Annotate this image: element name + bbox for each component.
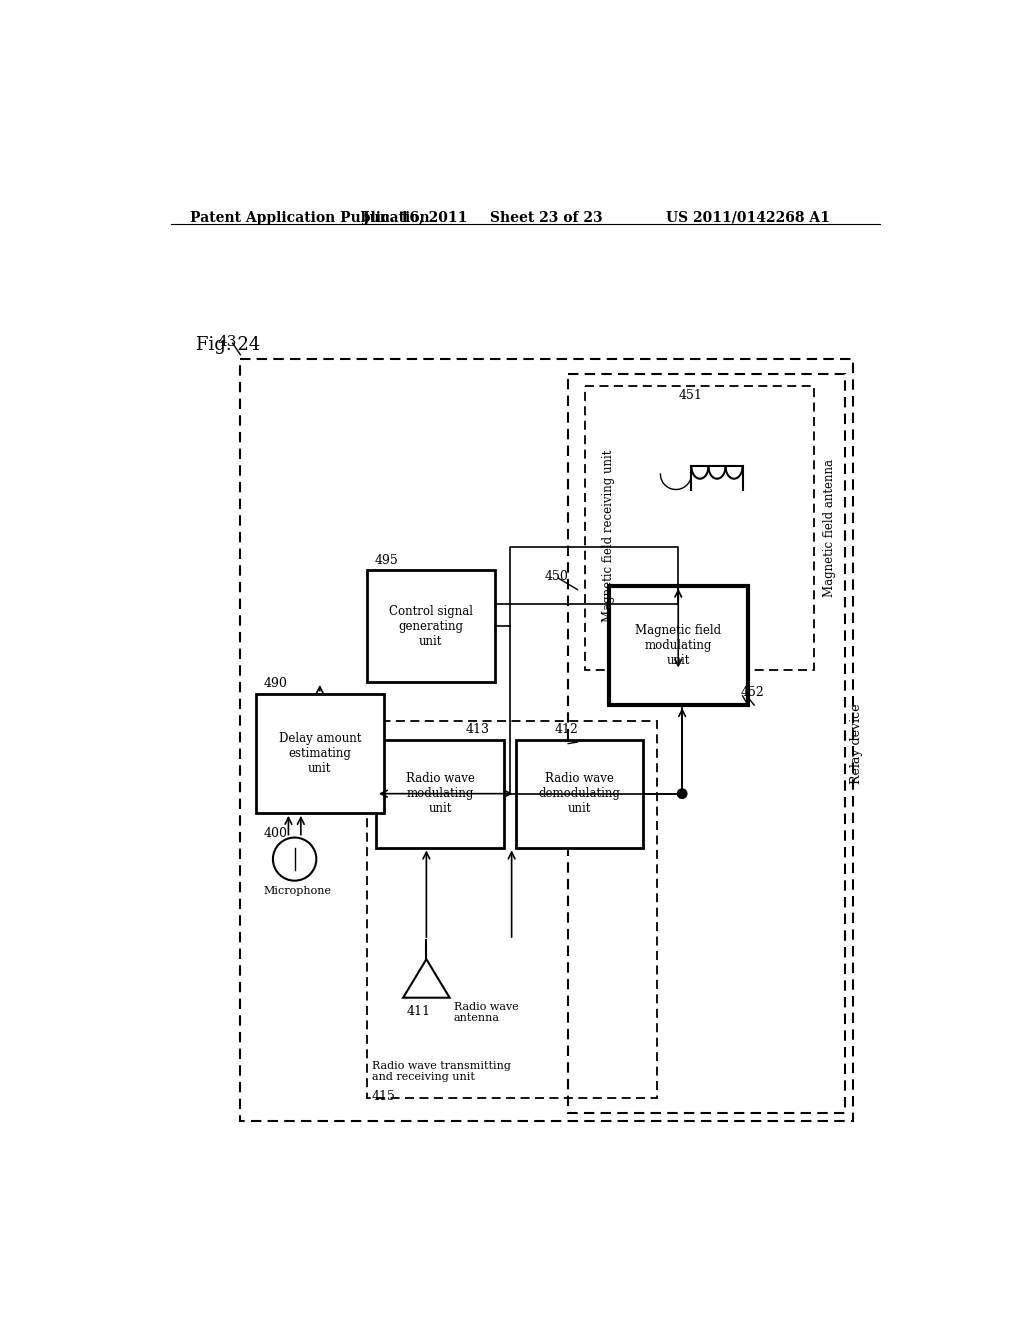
Bar [608, 586, 748, 705]
Text: 490: 490 [263, 677, 288, 689]
Text: Radio wave
antenna: Radio wave antenna [454, 1002, 518, 1023]
Text: Radio wave transmitting
and receiving unit: Radio wave transmitting and receiving un… [372, 1061, 511, 1082]
Text: Control signal
generating
unit: Control signal generating unit [389, 605, 473, 648]
Text: Magnetic field receiving unit: Magnetic field receiving unit [602, 450, 615, 622]
Text: 415: 415 [372, 1090, 396, 1104]
Text: Fig. 24: Fig. 24 [197, 335, 260, 354]
Text: US 2011/0142268 A1: US 2011/0142268 A1 [666, 211, 829, 224]
Bar [515, 739, 643, 847]
Text: 451: 451 [678, 389, 702, 403]
Text: Magnetic field antenna: Magnetic field antenna [823, 459, 836, 597]
Text: Microphone: Microphone [263, 886, 332, 896]
Text: Relay device: Relay device [850, 704, 863, 784]
Text: Jun. 16, 2011: Jun. 16, 2011 [362, 211, 467, 224]
Circle shape [677, 788, 687, 799]
Text: Sheet 23 of 23: Sheet 23 of 23 [490, 211, 603, 224]
Text: Magnetic field
modulating
unit: Magnetic field modulating unit [635, 624, 721, 667]
Bar [256, 693, 384, 813]
Text: 452: 452 [740, 686, 764, 698]
Bar [367, 570, 495, 682]
Text: 400: 400 [263, 826, 288, 840]
Bar [568, 374, 845, 1113]
Text: 412: 412 [554, 723, 579, 737]
Bar [367, 721, 657, 1098]
Text: Radio wave
modulating
unit: Radio wave modulating unit [406, 772, 474, 816]
Text: Radio wave
demodulating
unit: Radio wave demodulating unit [539, 772, 621, 816]
Text: Delay amount
estimating
unit: Delay amount estimating unit [279, 731, 361, 775]
Bar [376, 739, 504, 847]
Text: Patent Application Publication: Patent Application Publication [190, 211, 430, 224]
Bar [241, 359, 853, 1121]
Text: 450: 450 [545, 570, 568, 583]
Text: 411: 411 [407, 1006, 431, 1019]
Text: 413: 413 [465, 723, 489, 737]
Bar [586, 385, 814, 671]
Text: 495: 495 [375, 553, 398, 566]
Text: 43: 43 [217, 335, 237, 350]
